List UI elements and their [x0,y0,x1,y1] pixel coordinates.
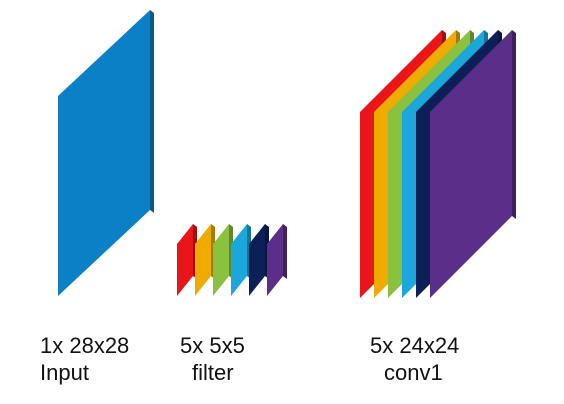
filter-dims: 5x 5x5 [180,333,245,358]
conv1-dims: 5x 24x24 [370,333,460,358]
filter-slab-2-face [195,224,211,296]
filter-slab-5 [249,224,269,296]
input-volume [58,10,154,296]
filter-slab-2 [195,224,215,296]
input-slab-edge [150,10,154,213]
filter-label: 5x 5x5 filter [180,332,245,386]
conv1-slab-6 [430,30,516,298]
filter-slab-1 [177,224,197,296]
conv1-slab-6-edge [512,30,516,219]
filter-slab-3 [213,224,233,296]
conv1-name: conv1 [384,360,443,385]
filter-slab-6-edge [283,224,287,279]
conv1-label: 5x 24x24 conv1 [370,332,459,386]
filter-slab-3-face [213,224,229,296]
filter-name: filter [192,360,234,385]
filter-slab-5-face [249,224,265,296]
conv1-volume [360,30,516,298]
filter-slab-6-face [267,224,283,296]
input-slab-face [58,10,150,296]
input-label: 1x 28x28 Input [40,332,129,386]
conv1-slab-6-face [430,30,512,298]
filter-slab-4 [231,224,251,296]
filter-slab-4-face [231,224,247,296]
filter-volume [177,224,287,296]
input-dims: 1x 28x28 [40,333,130,358]
input-slab [58,10,154,296]
filter-slab-6 [267,224,287,296]
input-name: Input [40,360,89,385]
filter-slab-1-face [177,224,193,296]
